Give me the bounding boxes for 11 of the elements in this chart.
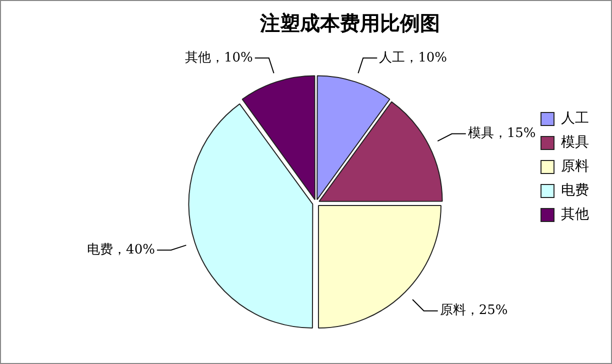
- chart-title: 注塑成本费用比例图: [259, 11, 440, 36]
- data-label: 模具，15%: [468, 126, 536, 142]
- data-label: 其他，10%: [184, 50, 253, 66]
- legend-label: 电费: [561, 182, 589, 199]
- legend-label: 人工: [561, 110, 589, 127]
- data-label: 原料，25%: [440, 303, 508, 318]
- data-label: 电费，40%: [87, 242, 155, 258]
- legend-label: 模具: [561, 134, 589, 151]
- data-label: 人工，10%: [379, 50, 448, 66]
- legend-label: 原料: [561, 158, 589, 175]
- legend-label: 其他: [561, 206, 589, 223]
